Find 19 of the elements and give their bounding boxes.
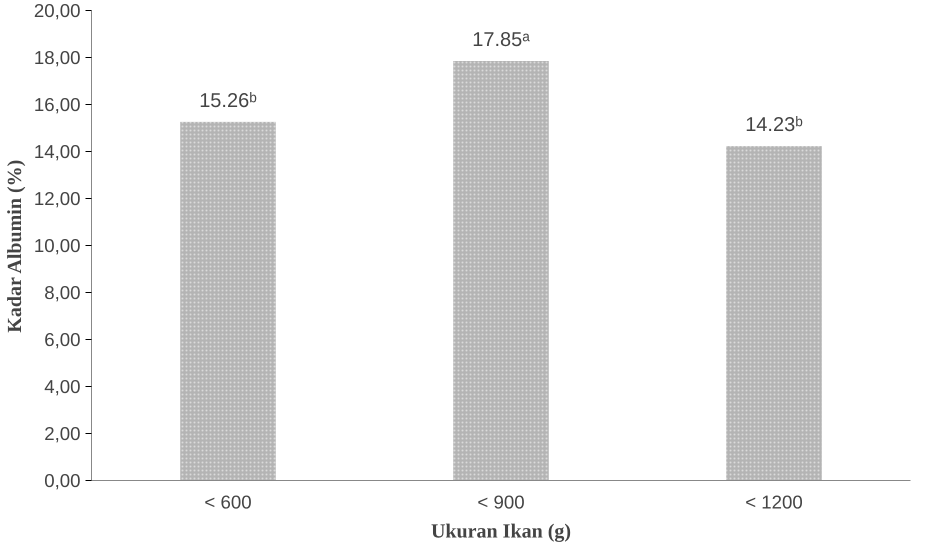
data-label: 17.85ᵃ (472, 29, 530, 52)
data-label: 15.26ᵇ (199, 90, 257, 112)
y-tick-label: 14,00 (34, 141, 80, 162)
y-tick-label: 12,00 (34, 188, 80, 209)
y-tick-label: 0,00 (44, 470, 80, 491)
x-axis-title: Ukuran Ikan (g) (430, 520, 572, 542)
y-tick-label: 6,00 (44, 329, 80, 350)
y-tick-label: 10,00 (34, 235, 80, 256)
y-tick-label: 16,00 (34, 94, 80, 115)
y-tick-label: 4,00 (44, 376, 80, 397)
y-tick-label: 8,00 (44, 282, 80, 303)
y-tick-label: 18,00 (34, 47, 80, 68)
y-tick-label: 2,00 (44, 423, 80, 444)
x-tick-label: < 600 (204, 492, 252, 512)
y-axis-title: Kadar Albumin (%) (4, 160, 26, 333)
data-label: 14.23ᵇ (745, 114, 803, 136)
y-tick-label: 20,00 (34, 0, 80, 21)
x-tick-label: < 1200 (745, 492, 803, 512)
x-tick-label: < 900 (477, 492, 525, 512)
